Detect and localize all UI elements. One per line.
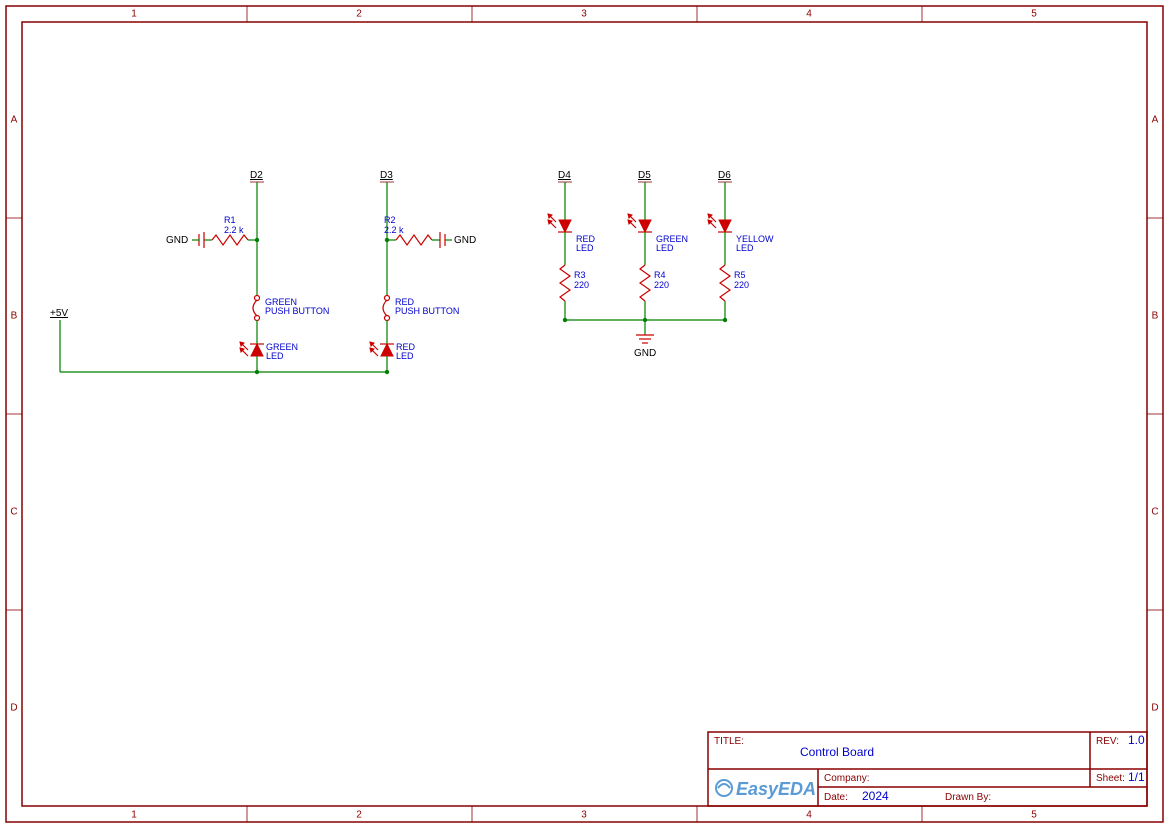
svg-text:1: 1	[131, 810, 137, 821]
svg-text:1/1: 1/1	[1128, 770, 1145, 784]
branch-d2: D2 R1 2.2 k GND GREEN PUSH BUTTON	[166, 170, 329, 374]
svg-text:LED: LED	[576, 243, 594, 253]
svg-text:Company:: Company:	[824, 773, 870, 784]
led-green-left: GREEN LED	[240, 342, 298, 361]
svg-text:R5: R5	[734, 270, 746, 280]
svg-text:5: 5	[1031, 810, 1037, 821]
schematic-canvas: 1 2 3 4 5 1 2 3 4 5 A B C D A B C D D2	[0, 0, 1169, 828]
svg-text:D6: D6	[718, 170, 731, 181]
pin-d2-label: D2	[250, 170, 263, 181]
svg-text:A: A	[1152, 115, 1159, 126]
svg-text:3: 3	[581, 810, 587, 821]
frame-cols: 1 2 3 4 5 1 2 3 4 5	[131, 6, 1037, 822]
svg-text:LED: LED	[266, 351, 284, 361]
resistor-r2: R2 2.2 k	[384, 215, 440, 245]
svg-text:D: D	[10, 703, 17, 714]
gnd-mid: GND	[440, 232, 476, 248]
frame-rows: A B C D A B C D	[6, 115, 1163, 714]
svg-text:C: C	[1151, 507, 1158, 518]
svg-text:REV:: REV:	[1096, 736, 1119, 747]
svg-text:3: 3	[581, 9, 587, 20]
svg-text:GND: GND	[454, 235, 476, 246]
svg-text:1: 1	[131, 9, 137, 20]
rail-5v: +5V	[50, 308, 387, 372]
svg-text:2024: 2024	[862, 789, 889, 803]
svg-text:LED: LED	[396, 351, 414, 361]
svg-text:D: D	[1151, 703, 1158, 714]
frame-outer	[6, 6, 1163, 822]
branch-d6: D6 YELLOW LED R5 220	[708, 170, 774, 320]
svg-text:A: A	[11, 115, 18, 126]
gnd-left: GND	[166, 232, 204, 248]
svg-text:1.0: 1.0	[1128, 733, 1145, 747]
svg-text:2: 2	[356, 9, 362, 20]
svg-text:R2: R2	[384, 215, 396, 225]
svg-text:Sheet:: Sheet:	[1096, 773, 1125, 784]
svg-text:TITLE:: TITLE:	[714, 736, 744, 747]
svg-text:+5V: +5V	[50, 308, 68, 319]
svg-text:Drawn By:: Drawn By:	[945, 792, 991, 803]
title-block: TITLE: Control Board REV: 1.0 Company: S…	[708, 732, 1147, 806]
svg-text:Date:: Date:	[824, 792, 848, 803]
svg-text:4: 4	[806, 810, 812, 821]
svg-text:B: B	[1152, 311, 1159, 322]
resistor-r1: R1 2.2 k	[204, 215, 257, 245]
svg-text:2.2 k: 2.2 k	[224, 225, 244, 235]
pin-d3-label: D3	[380, 170, 393, 181]
branch-d5: D5 GREEN LED R4 220	[628, 170, 688, 320]
branch-d3: D3 R2 2.2 k GND RED PUSH BUTTON	[370, 170, 476, 374]
svg-text:LED: LED	[736, 243, 754, 253]
svg-text:220: 220	[654, 280, 669, 290]
svg-text:5: 5	[1031, 9, 1037, 20]
switch-red: RED PUSH BUTTON	[383, 296, 459, 321]
svg-text:LED: LED	[656, 243, 674, 253]
svg-text:GND: GND	[634, 348, 656, 359]
svg-text:C: C	[10, 507, 17, 518]
svg-text:220: 220	[574, 280, 589, 290]
switch-green: GREEN PUSH BUTTON	[253, 296, 329, 321]
svg-text:2: 2	[356, 810, 362, 821]
svg-text:GND: GND	[166, 235, 188, 246]
svg-text:B: B	[11, 311, 18, 322]
led-red-left: RED LED	[370, 342, 416, 361]
svg-text:PUSH BUTTON: PUSH BUTTON	[395, 306, 459, 316]
gnd-right: GND	[563, 318, 727, 359]
title-text: Control Board	[800, 745, 874, 759]
svg-text:4: 4	[806, 9, 812, 20]
svg-text:R1: R1	[224, 215, 236, 225]
frame-inner	[22, 22, 1147, 806]
easyeda-logo: EasyEDA	[716, 779, 816, 799]
svg-text:R4: R4	[654, 270, 666, 280]
svg-text:2.2 k: 2.2 k	[384, 225, 404, 235]
svg-text:D4: D4	[558, 170, 571, 181]
svg-text:EasyEDA: EasyEDA	[736, 779, 816, 799]
svg-text:PUSH BUTTON: PUSH BUTTON	[265, 306, 329, 316]
branch-d4: D4 RED LED R3 220	[548, 170, 596, 320]
svg-text:D5: D5	[638, 170, 651, 181]
svg-text:R3: R3	[574, 270, 586, 280]
svg-text:220: 220	[734, 280, 749, 290]
